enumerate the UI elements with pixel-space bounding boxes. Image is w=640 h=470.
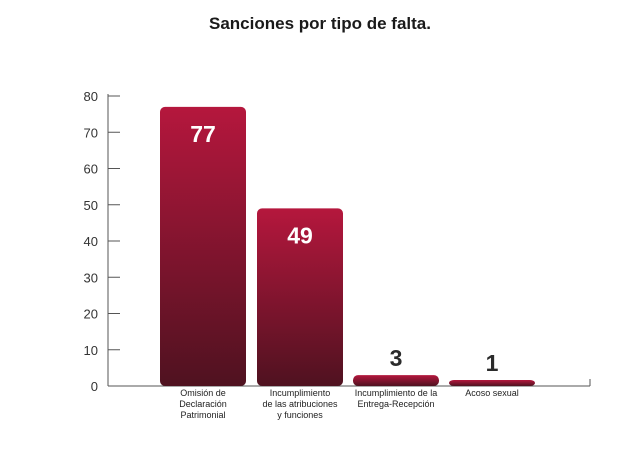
bar bbox=[353, 375, 439, 386]
bar bbox=[449, 380, 535, 386]
y-tick-label: 10 bbox=[84, 343, 98, 358]
category-label: Acoso sexual bbox=[465, 388, 519, 398]
y-tick-label: 50 bbox=[84, 198, 98, 213]
y-tick-label: 60 bbox=[84, 162, 98, 177]
category-label: Omisión de Declaración Patrimonial bbox=[179, 388, 227, 420]
data-label: 77 bbox=[190, 121, 216, 147]
y-tick-label: 20 bbox=[84, 307, 98, 322]
bar bbox=[257, 208, 343, 386]
y-tick-label: 80 bbox=[84, 89, 98, 104]
bar bbox=[160, 106, 246, 386]
data-label: 49 bbox=[287, 222, 313, 248]
y-tick-label: 30 bbox=[84, 270, 98, 285]
category-label: Incumplimiento de las atribuciones y funci… bbox=[262, 388, 338, 420]
y-tick-label: 70 bbox=[84, 125, 98, 140]
y-tick-label: 0 bbox=[91, 379, 98, 394]
data-label: 3 bbox=[390, 345, 403, 371]
chart-title: Sanciones por tipo de falta. bbox=[209, 14, 431, 33]
data-label: 1 bbox=[486, 350, 499, 376]
category-label: Incumplimiento de la Entrega-Recepción bbox=[355, 388, 438, 409]
y-tick-label: 40 bbox=[84, 234, 98, 249]
